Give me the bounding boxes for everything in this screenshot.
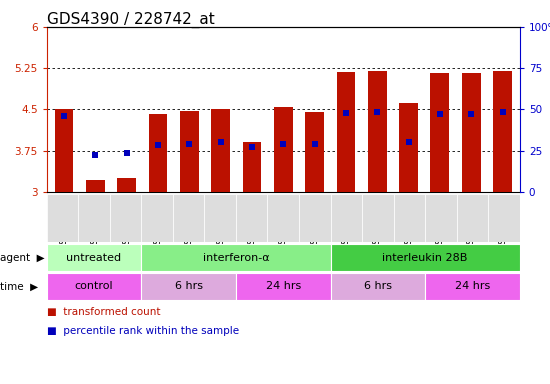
Bar: [305, 112, 324, 192]
Bar: [267, 194, 299, 242]
Bar: [368, 71, 387, 192]
Text: untreated: untreated: [67, 253, 122, 263]
Point: [498, 109, 507, 115]
Bar: [86, 180, 104, 192]
Point: [185, 141, 194, 147]
Bar: [331, 244, 520, 271]
Text: interleukin 28B: interleukin 28B: [382, 253, 468, 263]
Bar: [399, 103, 418, 192]
Point: [310, 141, 319, 147]
Bar: [362, 194, 394, 242]
Point: [279, 141, 288, 147]
Bar: [493, 71, 512, 192]
Bar: [236, 194, 267, 242]
Bar: [54, 109, 73, 192]
Bar: [425, 194, 456, 242]
Bar: [299, 194, 331, 242]
Bar: [47, 244, 141, 271]
Bar: [211, 109, 230, 192]
Bar: [78, 194, 110, 242]
Text: time  ▶: time ▶: [0, 281, 38, 291]
Bar: [331, 273, 425, 300]
Bar: [431, 73, 449, 192]
Point: [436, 111, 444, 117]
Bar: [205, 194, 236, 242]
Bar: [462, 73, 481, 192]
Bar: [141, 194, 173, 242]
Bar: [274, 107, 293, 192]
Text: GDS4390 / 228742_at: GDS4390 / 228742_at: [47, 12, 214, 28]
Point: [342, 110, 350, 116]
Text: ■  transformed count: ■ transformed count: [47, 307, 160, 317]
Bar: [180, 111, 199, 192]
Text: control: control: [75, 281, 113, 291]
Text: 24 hrs: 24 hrs: [266, 281, 301, 291]
Text: 6 hrs: 6 hrs: [175, 281, 202, 291]
Text: 6 hrs: 6 hrs: [364, 281, 392, 291]
Point: [467, 111, 476, 117]
Bar: [173, 194, 205, 242]
Bar: [337, 72, 355, 192]
Bar: [110, 194, 141, 242]
Bar: [141, 273, 236, 300]
Bar: [331, 194, 362, 242]
Bar: [243, 142, 261, 192]
Bar: [236, 273, 331, 300]
Point: [216, 139, 225, 146]
Bar: [47, 273, 141, 300]
Point: [373, 109, 382, 115]
Text: 24 hrs: 24 hrs: [455, 281, 490, 291]
Point: [122, 151, 131, 157]
Point: [248, 144, 256, 151]
Text: ■  percentile rank within the sample: ■ percentile rank within the sample: [47, 326, 239, 336]
Bar: [394, 194, 425, 242]
Point: [153, 142, 162, 148]
Bar: [456, 194, 488, 242]
Bar: [425, 273, 520, 300]
Point: [59, 113, 68, 119]
Point: [404, 139, 413, 146]
Bar: [117, 178, 136, 192]
Bar: [47, 194, 78, 242]
Text: interferon-α: interferon-α: [202, 253, 270, 263]
Text: agent  ▶: agent ▶: [0, 253, 45, 263]
Bar: [148, 114, 167, 192]
Point: [91, 152, 100, 158]
Bar: [141, 244, 331, 271]
Bar: [488, 194, 520, 242]
